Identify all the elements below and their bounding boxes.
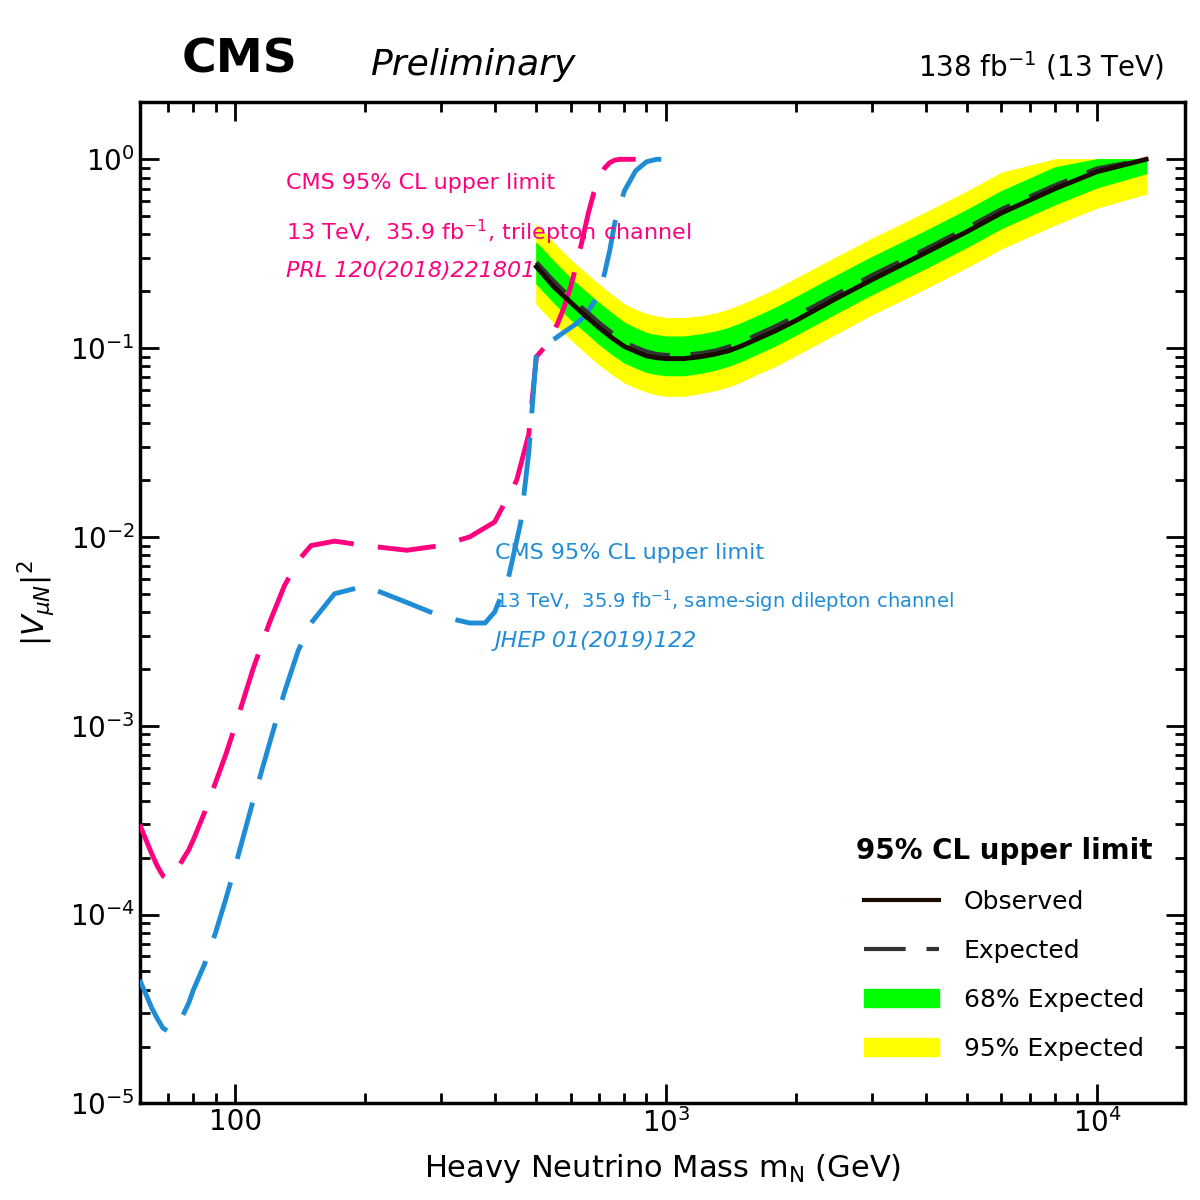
Text: CMS 95% CL upper limit: CMS 95% CL upper limit bbox=[496, 542, 764, 563]
Text: CMS 95% CL upper limit: CMS 95% CL upper limit bbox=[286, 173, 556, 192]
Text: 13 TeV,  35.9 fb$^{-1}$, trilepton channel: 13 TeV, 35.9 fb$^{-1}$, trilepton channe… bbox=[286, 217, 691, 247]
Text: 13 TeV,  35.9 fb$^{-1}$, same-sign dilepton channel: 13 TeV, 35.9 fb$^{-1}$, same-sign dilept… bbox=[496, 588, 954, 614]
Text: CMS: CMS bbox=[181, 37, 298, 83]
X-axis label: Heavy Neutrino Mass m$_{\mathrm{N}}$ (GeV): Heavy Neutrino Mass m$_{\mathrm{N}}$ (Ge… bbox=[424, 1152, 901, 1186]
Text: 138 fb$^{-1}$ (13 TeV): 138 fb$^{-1}$ (13 TeV) bbox=[918, 49, 1164, 83]
Text: JHEP 01(2019)122: JHEP 01(2019)122 bbox=[496, 631, 697, 650]
Y-axis label: $|V_{\mu N}|^2$: $|V_{\mu N}|^2$ bbox=[14, 560, 55, 646]
Text: Preliminary: Preliminary bbox=[370, 48, 575, 83]
Text: PRL 120(2018)221801: PRL 120(2018)221801 bbox=[286, 260, 535, 281]
Legend: Observed, Expected, 68% Expected, 95% Expected: Observed, Expected, 68% Expected, 95% Ex… bbox=[846, 827, 1162, 1070]
